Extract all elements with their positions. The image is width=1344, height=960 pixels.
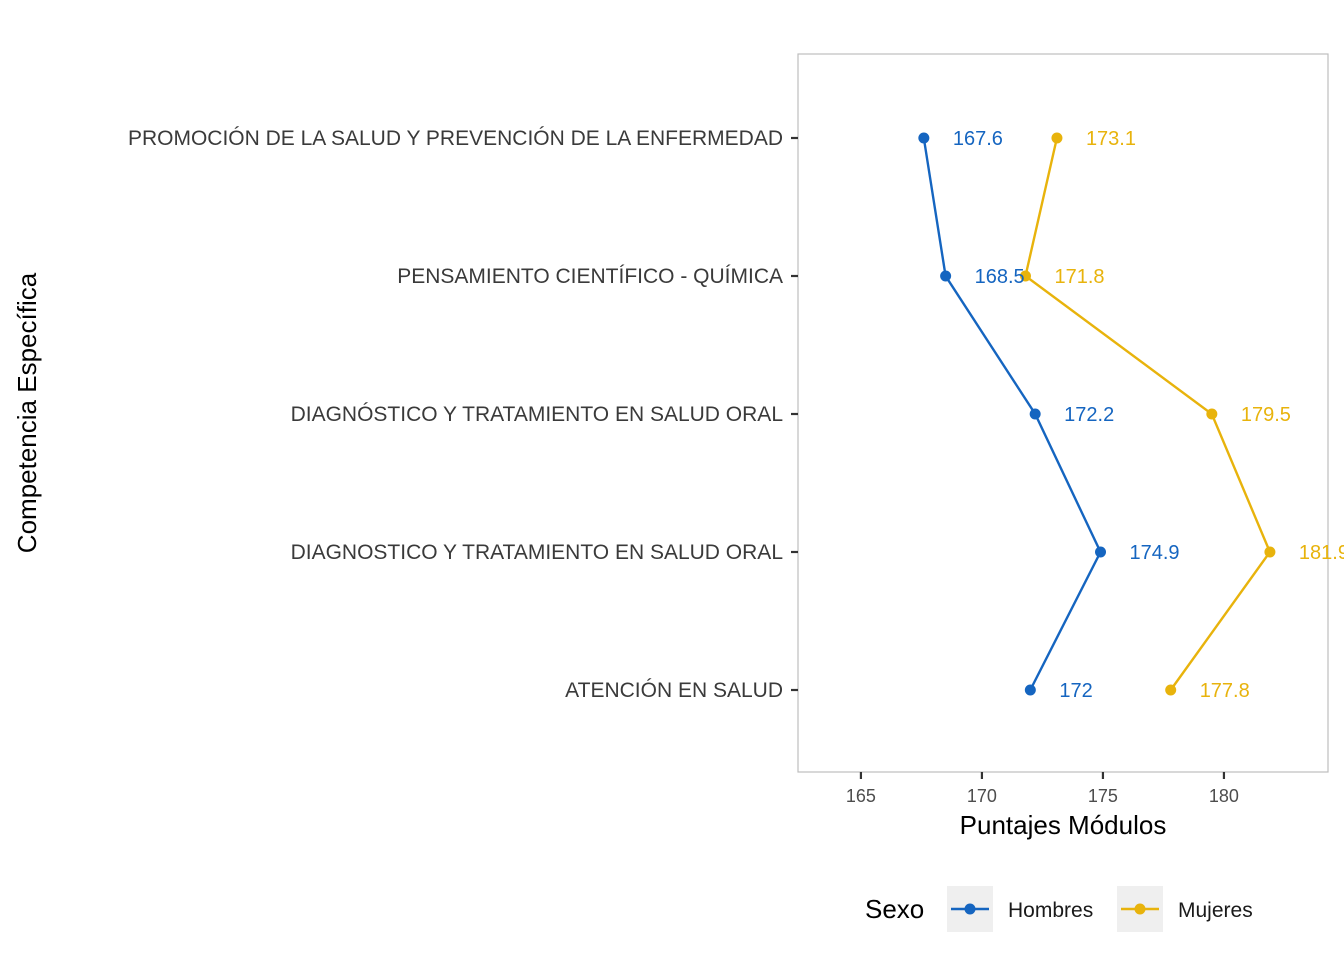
y-tick-label: PROMOCIÓN DE LA SALUD Y PREVENCIÓN DE LA… xyxy=(128,127,783,150)
x-tick-label: 180 xyxy=(1209,786,1239,806)
x-axis-title: Puntajes Módulos xyxy=(960,810,1167,840)
y-axis: PROMOCIÓN DE LA SALUD Y PREVENCIÓN DE LA… xyxy=(128,127,798,702)
legend-key-point xyxy=(1134,903,1146,915)
legend-title: Sexo xyxy=(865,894,924,924)
data-point-mujeres xyxy=(1206,408,1218,420)
data-label-mujeres: 177.8 xyxy=(1200,680,1250,702)
data-label-hombres: 172.2 xyxy=(1064,404,1114,426)
data-point-mujeres xyxy=(1019,270,1031,282)
data-label-mujeres: 171.8 xyxy=(1054,266,1104,288)
data-point-hombres xyxy=(1024,684,1036,696)
y-tick-label: PENSAMIENTO CIENTÍFICO - QUÍMICA xyxy=(397,265,783,288)
data-label-mujeres: 173.1 xyxy=(1086,128,1136,150)
data-label-hombres: 172 xyxy=(1059,680,1092,702)
legend-key-point xyxy=(964,903,976,915)
data-label-mujeres: 179.5 xyxy=(1241,404,1291,426)
y-tick-label: DIAGNÓSTICO Y TRATAMIENTO EN SALUD ORAL xyxy=(291,403,783,426)
legend: Sexo Hombres Mujeres xyxy=(865,886,1253,932)
data-point-hombres xyxy=(1095,546,1107,558)
data-point-hombres xyxy=(1029,408,1041,420)
data-point-mujeres xyxy=(1051,132,1063,144)
data-label-hombres: 174.9 xyxy=(1130,542,1180,564)
x-tick-label: 170 xyxy=(967,786,997,806)
legend-label-hombres: Hombres xyxy=(1008,899,1093,922)
legend-label-mujeres: Mujeres xyxy=(1178,899,1253,922)
y-tick-label: DIAGNOSTICO Y TRATAMIENTO EN SALUD ORAL xyxy=(291,541,783,564)
data-point-hombres xyxy=(940,270,952,282)
legend-items: Hombres Mujeres xyxy=(947,886,1253,932)
data-label-layer: 167.6 168.5 172.2 174.9 172 173.1 171.8 179.5 18… xyxy=(953,128,1344,702)
x-tick-label: 175 xyxy=(1088,786,1118,806)
x-axis: 165 170 175 180 xyxy=(846,772,1239,806)
data-point-mujeres xyxy=(1264,546,1276,558)
x-tick-label: 165 xyxy=(846,786,876,806)
data-point-hombres xyxy=(918,132,930,144)
data-point-mujeres xyxy=(1165,684,1177,696)
y-axis-title: Competencia Específica xyxy=(12,272,42,553)
y-tick-label: ATENCIÓN EN SALUD xyxy=(565,679,783,702)
data-label-hombres: 168.5 xyxy=(975,266,1025,288)
series-layer xyxy=(918,132,1276,696)
data-label-mujeres: 181.9 xyxy=(1299,542,1344,564)
data-label-hombres: 167.6 xyxy=(953,128,1003,150)
plot-panel xyxy=(797,53,1329,773)
